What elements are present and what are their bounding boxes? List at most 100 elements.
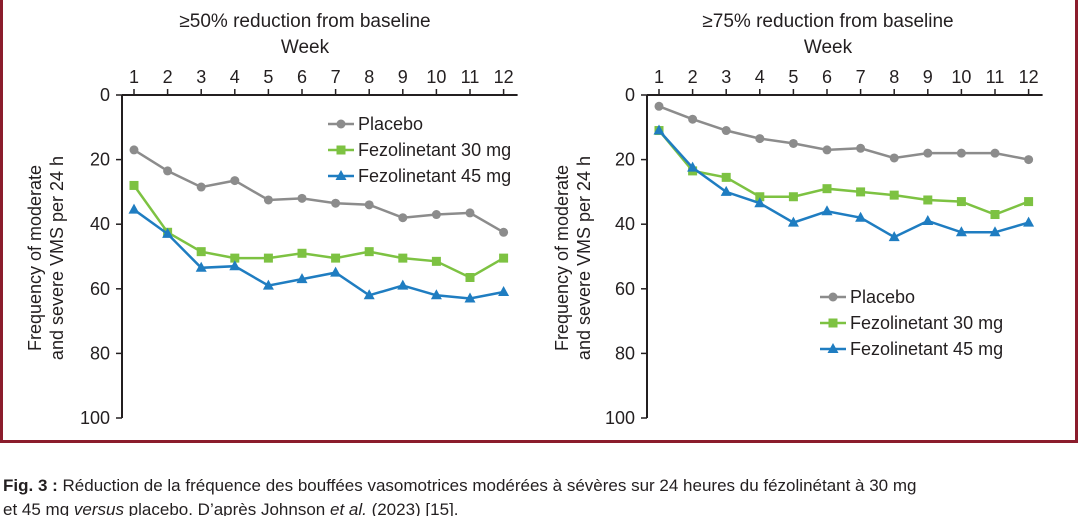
caption-etal: et al. (329, 500, 367, 516)
x-tick-label-7: 7 (856, 67, 866, 87)
point-fezolinetant-45mg-week-2 (162, 227, 174, 238)
series-line-placebo (133, 148, 505, 234)
x-tick-label-6: 6 (297, 67, 307, 87)
point-fezolinetant-30mg-week-8 (889, 190, 899, 200)
point-placebo-week-9 (398, 213, 408, 223)
point-placebo-week-8 (889, 153, 899, 163)
point-fezolinetant-30mg-week-8 (364, 247, 374, 257)
point-placebo-week-4 (755, 134, 765, 144)
x-tick-label-10: 10 (951, 67, 971, 87)
point-fezolinetant-45mg-week-3 (195, 261, 207, 272)
point-placebo-week-12 (499, 227, 509, 237)
point-placebo-week-2 (688, 114, 698, 124)
x-tick-label-9: 9 (923, 67, 933, 87)
point-fezolinetant-45mg-week-12 (498, 286, 510, 297)
point-placebo-week-9 (923, 148, 933, 158)
x-tick-label-11: 11 (461, 67, 480, 87)
legend-label-fezolinetant-30mg: Fezolinetant 30 mg (850, 313, 1003, 333)
point-fezolinetant-45mg-week-7 (855, 211, 867, 222)
chart-title: ≥75% reduction from baseline (702, 11, 953, 32)
y-axis-label-line1: Frequency of moderate (25, 165, 45, 351)
series-line-fezolinetant-30mg (132, 184, 505, 279)
point-fezolinetant-30mg-week-5 (263, 253, 273, 263)
point-placebo-week-7 (856, 143, 866, 153)
y-tick-label-0: 0 (625, 85, 635, 105)
caption-line2-c: (2023) [15]. (366, 500, 459, 516)
point-fezolinetant-30mg-week-9 (398, 253, 408, 263)
point-fezolinetant-30mg-week-11 (990, 210, 1000, 220)
y-tick-label-40: 40 (90, 214, 110, 234)
x-tick-label-3: 3 (196, 67, 206, 87)
legend-label-fezolinetant-30mg: Fezolinetant 30 mg (358, 140, 511, 160)
point-fezolinetant-30mg-week-10 (956, 197, 966, 207)
x-tick-label-10: 10 (426, 67, 446, 87)
point-fezolinetant-45mg-week-1 (653, 124, 665, 135)
x-tick-label-12: 12 (494, 67, 514, 87)
x-tick-label-12: 12 (1019, 67, 1039, 87)
point-fezolinetant-30mg-week-12 (499, 253, 509, 263)
point-fezolinetant-30mg-week-1 (129, 180, 139, 190)
point-fezolinetant-45mg-week-6 (821, 205, 833, 216)
point-placebo-week-6 (297, 193, 307, 203)
point-fezolinetant-45mg-week-11 (989, 226, 1001, 237)
legend-marker-placebo (828, 292, 838, 302)
point-fezolinetant-45mg-week-4 (229, 260, 241, 271)
y-tick-label-20: 20 (615, 150, 635, 170)
legend-label-placebo: Placebo (358, 114, 423, 134)
y-tick-label-40: 40 (615, 214, 635, 234)
y-tick-label-60: 60 (615, 279, 635, 299)
x-tick-label-1: 1 (129, 67, 139, 87)
point-placebo-week-11 (465, 208, 475, 218)
series-line-fezolinetant-45mg (133, 208, 504, 300)
y-axis-label-line2: and severe VMS per 24 h (574, 156, 594, 360)
point-placebo-week-3 (196, 182, 206, 192)
x-tick-label-11: 11 (986, 67, 1005, 87)
caption-line2-a: et 45 mg (3, 500, 74, 516)
point-fezolinetant-30mg-week-9 (923, 195, 933, 205)
x-tick-label-8: 8 (889, 67, 899, 87)
y-axis-label: Frequency of moderate and severe VMS per … (552, 156, 594, 360)
point-fezolinetant-30mg-week-6 (822, 184, 832, 194)
point-placebo-week-1 (129, 145, 139, 155)
point-fezolinetant-45mg-week-6 (296, 273, 308, 284)
x-tick-label-2: 2 (688, 67, 698, 87)
x-tick-label-2: 2 (163, 67, 173, 87)
point-fezolinetant-45mg-week-3 (720, 185, 732, 196)
point-fezolinetant-30mg-week-12 (1024, 197, 1034, 207)
y-axis-label: Frequency of moderate and severe VMS per … (25, 156, 67, 360)
point-fezolinetant-30mg-week-3 (721, 172, 731, 182)
point-placebo-week-11 (990, 148, 1000, 158)
point-fezolinetant-45mg-week-2 (687, 161, 699, 172)
x-tick-label-4: 4 (755, 67, 765, 87)
x-tick-label-9: 9 (398, 67, 408, 87)
legend-label-fezolinetant-45mg: Fezolinetant 45 mg (358, 166, 511, 186)
point-fezolinetant-45mg-week-9 (397, 279, 409, 290)
point-placebo-week-4 (230, 176, 240, 186)
x-tick-label-5: 5 (263, 67, 273, 87)
y-tick-label-80: 80 (90, 343, 110, 363)
point-placebo-week-5 (263, 195, 273, 205)
point-fezolinetant-45mg-week-10 (955, 226, 967, 237)
point-placebo-week-10 (431, 210, 441, 220)
y-axis-label-line1: Frequency of moderate (552, 165, 572, 351)
x-tick-label-8: 8 (364, 67, 374, 87)
series-line-placebo (658, 105, 1029, 161)
point-fezolinetant-45mg-week-8 (363, 289, 375, 300)
point-fezolinetant-45mg-week-12 (1023, 216, 1035, 227)
point-placebo-week-3 (721, 126, 731, 136)
legend-label-fezolinetant-45mg: Fezolinetant 45 mg (850, 339, 1003, 359)
y-tick-label-100: 100 (80, 408, 110, 428)
point-placebo-week-2 (163, 166, 173, 176)
caption-line2-b: placebo. D’après Johnson (123, 500, 330, 516)
caption-line1: Réduction de la fréquence des bouffées v… (57, 476, 917, 495)
figure-frame (0, 0, 1078, 443)
point-fezolinetant-30mg-week-7 (331, 253, 341, 263)
y-tick-label-20: 20 (90, 150, 110, 170)
point-fezolinetant-30mg-week-7 (856, 187, 866, 197)
point-fezolinetant-45mg-week-11 (464, 292, 476, 303)
point-fezolinetant-45mg-week-9 (922, 214, 934, 225)
point-fezolinetant-30mg-week-3 (196, 247, 206, 257)
x-tick-label-5: 5 (788, 67, 798, 87)
